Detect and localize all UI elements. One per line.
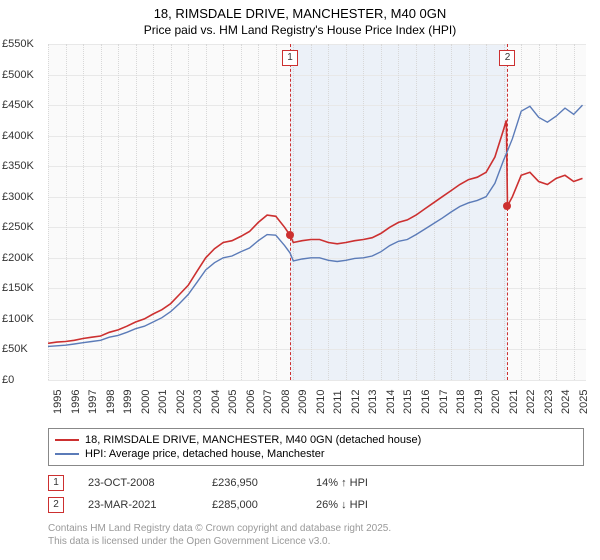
ytick-label: £0: [2, 374, 14, 386]
sale-delta-1: 14% ↑ HPI: [316, 477, 368, 489]
xtick-label: 2022: [525, 390, 537, 414]
xtick-label: 2023: [543, 390, 555, 414]
xtick-label: 2024: [560, 390, 572, 414]
xtick-label: 2005: [227, 390, 239, 414]
xtick-label: 2000: [140, 390, 152, 414]
ytick-label: £450K: [2, 99, 34, 111]
ytick-label: £550K: [2, 38, 34, 50]
legend-item-hpi: HPI: Average price, detached house, Manc…: [55, 447, 577, 461]
sale-row-2: 2 23-MAR-2021 £285,000 26% ↓ HPI: [48, 494, 368, 516]
chart-lines: [48, 44, 586, 380]
ytick-label: £150K: [2, 282, 34, 294]
ytick-label: £400K: [2, 130, 34, 142]
ytick-label: £500K: [2, 69, 34, 81]
legend-label-hpi: HPI: Average price, detached house, Manc…: [85, 448, 325, 460]
xtick-label: 2006: [245, 390, 257, 414]
sales-list: 1 23-OCT-2008 £236,950 14% ↑ HPI 2 23-MA…: [48, 472, 368, 516]
ytick-label: £100K: [2, 313, 34, 325]
xtick-label: 2019: [473, 390, 485, 414]
ytick-label: £300K: [2, 191, 34, 203]
sale-dot: [286, 231, 294, 239]
xtick-label: 2013: [367, 390, 379, 414]
xtick-label: 2002: [175, 390, 187, 414]
sale-price-2: £285,000: [212, 499, 292, 511]
sale-dot: [503, 202, 511, 210]
xtick-label: 2008: [280, 390, 292, 414]
xtick-label: 2017: [438, 390, 450, 414]
legend-label-property: 18, RIMSDALE DRIVE, MANCHESTER, M40 0GN …: [85, 434, 421, 446]
footer-line-1: Contains HM Land Registry data © Crown c…: [48, 522, 391, 535]
xtick-label: 2001: [157, 390, 169, 414]
xtick-label: 2007: [262, 390, 274, 414]
legend: 18, RIMSDALE DRIVE, MANCHESTER, M40 0GN …: [48, 428, 584, 466]
xtick-label: 2020: [490, 390, 502, 414]
xtick-label: 2012: [350, 390, 362, 414]
xtick-label: 2004: [210, 390, 222, 414]
legend-swatch-property: [55, 439, 79, 441]
footer-attribution: Contains HM Land Registry data © Crown c…: [48, 522, 391, 548]
xtick-label: 2015: [402, 390, 414, 414]
xtick-label: 2014: [385, 390, 397, 414]
xtick-label: 2021: [508, 390, 520, 414]
sale-delta-2: 26% ↓ HPI: [316, 499, 368, 511]
xtick-label: 2003: [192, 390, 204, 414]
xtick-label: 2011: [332, 390, 344, 414]
xtick-label: 1998: [105, 390, 117, 414]
chart-plot-area: 12: [48, 44, 586, 380]
series-property: [48, 120, 583, 343]
chart-title-1: 18, RIMSDALE DRIVE, MANCHESTER, M40 0GN: [0, 0, 600, 21]
sale-row-1: 1 23-OCT-2008 £236,950 14% ↑ HPI: [48, 472, 368, 494]
sale-date-1: 23-OCT-2008: [88, 477, 188, 489]
legend-swatch-hpi: [55, 453, 79, 455]
grid-line-h: [48, 380, 586, 381]
xtick-label: 1999: [122, 390, 134, 414]
ytick-label: £200K: [2, 252, 34, 264]
sale-price-1: £236,950: [212, 477, 292, 489]
footer-line-2: This data is licensed under the Open Gov…: [48, 535, 391, 548]
ytick-label: £50K: [2, 343, 28, 355]
ytick-label: £350K: [2, 160, 34, 172]
xtick-label: 1996: [70, 390, 82, 414]
xtick-label: 2018: [455, 390, 467, 414]
legend-item-property: 18, RIMSDALE DRIVE, MANCHESTER, M40 0GN …: [55, 433, 577, 447]
sale-marker-1: 1: [48, 475, 64, 491]
sale-marker-2: 2: [48, 497, 64, 513]
series-hpi: [48, 105, 583, 346]
xtick-label: 2016: [420, 390, 432, 414]
xtick-label: 2009: [297, 390, 309, 414]
xtick-label: 1995: [52, 390, 64, 414]
xtick-label: 2010: [315, 390, 327, 414]
chart-title-2: Price paid vs. HM Land Registry's House …: [0, 21, 600, 37]
sale-date-2: 23-MAR-2021: [88, 499, 188, 511]
ytick-label: £250K: [2, 221, 34, 233]
xtick-label: 2025: [578, 390, 590, 414]
xtick-label: 1997: [87, 390, 99, 414]
